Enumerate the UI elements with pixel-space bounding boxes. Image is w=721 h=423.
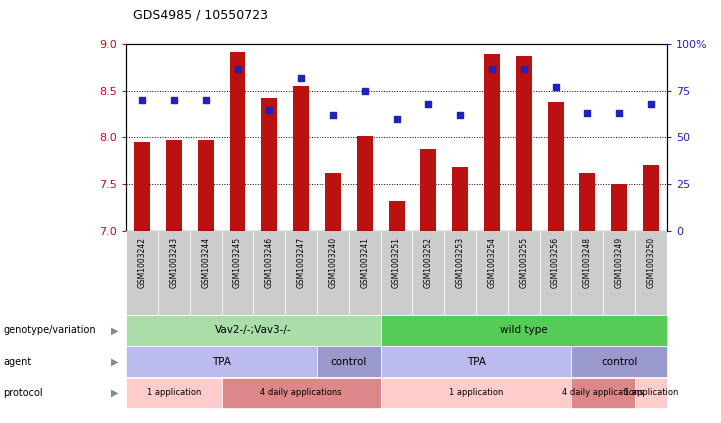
Bar <box>134 142 150 231</box>
Bar <box>444 231 476 315</box>
Bar <box>643 165 659 231</box>
Bar <box>516 55 532 231</box>
Point <box>391 115 402 122</box>
Text: GSM1003247: GSM1003247 <box>296 237 306 288</box>
Bar <box>420 148 436 231</box>
Text: GSM1003245: GSM1003245 <box>233 237 242 288</box>
Text: 4 daily applications: 4 daily applications <box>260 388 342 398</box>
Bar <box>286 231 317 315</box>
Bar <box>190 231 221 315</box>
Text: 1 application: 1 application <box>449 388 503 398</box>
Bar <box>611 184 627 231</box>
Text: TPA: TPA <box>466 357 485 367</box>
Point <box>136 97 148 104</box>
Text: GSM1003246: GSM1003246 <box>265 237 274 288</box>
Point <box>550 84 562 91</box>
Text: ▶: ▶ <box>112 388 119 398</box>
Text: GSM1003251: GSM1003251 <box>392 237 401 288</box>
Point <box>614 110 625 117</box>
Bar <box>452 167 468 231</box>
Text: GSM1003252: GSM1003252 <box>424 237 433 288</box>
Text: GSM1003244: GSM1003244 <box>201 237 211 288</box>
Point <box>327 112 339 118</box>
Point <box>518 65 529 72</box>
Text: genotype/variation: genotype/variation <box>4 325 96 335</box>
Text: GSM1003243: GSM1003243 <box>169 237 178 288</box>
Text: control: control <box>601 357 637 367</box>
Point <box>168 97 180 104</box>
Bar <box>412 231 444 315</box>
Text: 1 application: 1 application <box>146 388 201 398</box>
Bar <box>325 173 341 231</box>
Bar <box>508 231 540 315</box>
Bar <box>221 231 253 315</box>
Text: ▶: ▶ <box>112 357 119 367</box>
Bar <box>262 99 278 231</box>
Bar <box>381 231 412 315</box>
Text: agent: agent <box>4 357 32 367</box>
Text: GSM1003253: GSM1003253 <box>456 237 464 288</box>
Text: GSM1003249: GSM1003249 <box>615 237 624 288</box>
Bar <box>476 231 508 315</box>
Point <box>423 101 434 107</box>
Point <box>486 65 497 72</box>
Bar <box>253 231 286 315</box>
Text: ▶: ▶ <box>112 325 119 335</box>
Text: wild type: wild type <box>500 325 547 335</box>
Bar <box>540 231 572 315</box>
Bar <box>572 231 603 315</box>
Bar <box>484 54 500 231</box>
Text: control: control <box>331 357 367 367</box>
Bar <box>158 231 190 315</box>
Point <box>454 112 466 118</box>
Text: GSM1003240: GSM1003240 <box>329 237 337 288</box>
Bar <box>349 231 381 315</box>
Text: protocol: protocol <box>4 388 43 398</box>
Text: Vav2-/-;Vav3-/-: Vav2-/-;Vav3-/- <box>215 325 292 335</box>
Point <box>264 106 275 113</box>
Bar <box>293 86 309 231</box>
Bar <box>635 231 667 315</box>
Bar <box>603 231 635 315</box>
Text: GSM1003242: GSM1003242 <box>138 237 146 288</box>
Bar <box>317 231 349 315</box>
Point <box>582 110 593 117</box>
Text: 1 application: 1 application <box>624 388 678 398</box>
Point <box>645 101 657 107</box>
Text: GDS4985 / 10550723: GDS4985 / 10550723 <box>133 8 268 21</box>
Bar <box>548 102 564 231</box>
Text: GSM1003250: GSM1003250 <box>647 237 655 288</box>
Text: GSM1003241: GSM1003241 <box>360 237 369 288</box>
Bar <box>389 201 404 231</box>
Bar <box>126 231 158 315</box>
Text: GSM1003254: GSM1003254 <box>487 237 497 288</box>
Bar <box>198 140 213 231</box>
Text: 4 daily applications: 4 daily applications <box>562 388 644 398</box>
Text: GSM1003248: GSM1003248 <box>583 237 592 288</box>
Point <box>359 88 371 94</box>
Point <box>200 97 211 104</box>
Bar <box>229 52 245 231</box>
Point <box>296 74 307 81</box>
Bar <box>166 140 182 231</box>
Bar <box>357 136 373 231</box>
Text: GSM1003255: GSM1003255 <box>519 237 528 288</box>
Point <box>231 65 243 72</box>
Text: TPA: TPA <box>212 357 231 367</box>
Bar <box>580 173 596 231</box>
Text: GSM1003256: GSM1003256 <box>551 237 560 288</box>
